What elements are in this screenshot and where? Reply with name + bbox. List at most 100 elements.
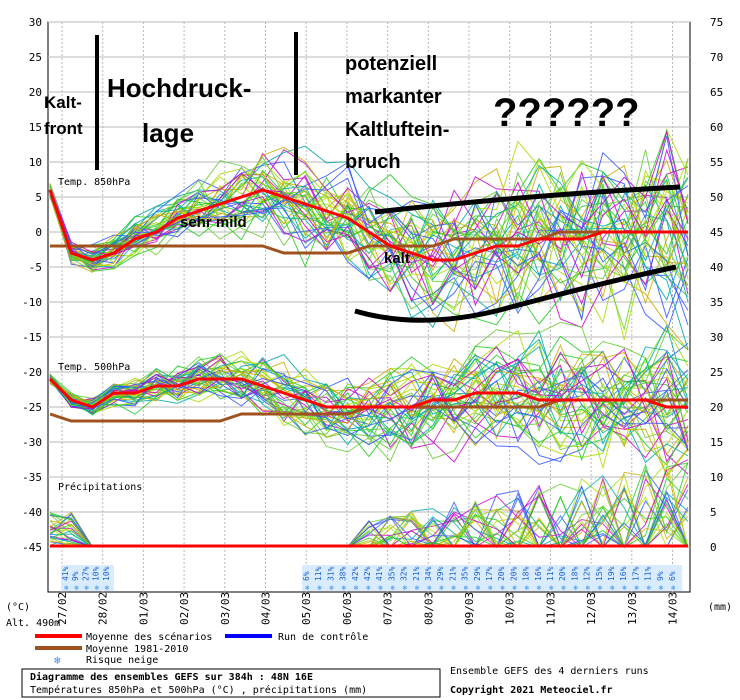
t500-member-line [49, 358, 689, 448]
x-tick-label: 11/03 [544, 592, 557, 625]
snowflake-icon: ❄ [74, 584, 78, 592]
snowflake-icon: ❄ [512, 584, 516, 592]
x-tick-label: 27/02 [56, 592, 69, 625]
t500-member-line [49, 330, 689, 451]
right-tick-label: 20 [710, 401, 723, 414]
t500-member-line [49, 350, 689, 449]
snow-risk-value: 41% [61, 566, 70, 581]
footer-runs: Ensemble GEFS des 4 derniers runs [450, 666, 649, 677]
t500-member-line [49, 345, 689, 430]
snowflake-icon: ❄ [366, 584, 370, 592]
right-tick-label: 60 [710, 121, 723, 134]
right-tick-label: 40 [710, 261, 723, 274]
snowflake-icon: ❄ [105, 584, 109, 592]
x-tick-label: 14/03 [667, 592, 680, 625]
snowflake-icon: ❄ [647, 584, 651, 592]
t500-label: Temp. 500hPa [58, 362, 130, 373]
left-unit-label: (°C) [6, 602, 30, 613]
legend-snow-label: Risque neige [86, 655, 158, 666]
x-tick-label: 03/03 [219, 592, 232, 625]
snowflake-icon: ❄ [634, 584, 638, 592]
snowflake-icon: ❄ [84, 584, 88, 592]
snowflake-icon: ❄ [549, 584, 553, 592]
snowflake-icon: ❄ [378, 584, 382, 592]
snow-risk-value: 21% [448, 566, 457, 581]
left-tick-label: 25 [29, 51, 42, 64]
t500-member-line [49, 351, 689, 453]
left-tick-label: -35 [22, 471, 42, 484]
annotations: Kalt- front Hochdruck- lage potenziell m… [44, 32, 681, 323]
x-tick-label: 02/03 [178, 592, 191, 625]
annotation-potenziell-2: markanter [345, 86, 442, 108]
left-tick-label: 15 [29, 121, 42, 134]
right-tick-label: 10 [710, 471, 723, 484]
snow-risk-value: 35% [387, 566, 396, 581]
t850-member-line [49, 156, 689, 331]
x-axis: 27/02 28/02 01/03 02/03 03/03 04/03 05/03 06/03… [56, 592, 680, 625]
left-tick-label: -5 [29, 261, 42, 274]
left-tick-label: -45 [22, 541, 42, 554]
right-tick-label: 55 [710, 156, 723, 169]
snow-risk-value: 20% [558, 566, 567, 581]
snow-strip-bg [302, 565, 683, 591]
snowflake-icon: ❄ [464, 584, 468, 592]
lower-spread-line [354, 264, 677, 323]
snow-risk-value: 19% [607, 566, 616, 581]
snowflake-icon: ❄ [403, 584, 407, 592]
x-tick-label: 10/03 [504, 592, 517, 625]
legend-mean-label: Moyenne des scénarios [86, 631, 212, 643]
x-tick-label: 08/03 [422, 592, 435, 625]
t850-member-line [49, 175, 689, 324]
snow-risk-value: 17% [485, 566, 494, 581]
x-tick-label: 07/03 [382, 592, 395, 625]
snowflake-icon: ❄ [525, 584, 529, 592]
right-tick-label: 45 [710, 226, 723, 239]
t850-member-line [49, 145, 689, 262]
snow-risk-value: 29% [436, 566, 445, 581]
snow-risk-value: 17% [631, 566, 640, 581]
altitude-label: Alt. 490m [6, 618, 60, 629]
footer-copyright: Copyright 2021 Meteociel.fr [450, 684, 613, 696]
snowflake-icon: ❄ [610, 584, 614, 592]
snowflake-icon: ❄ [659, 584, 663, 592]
snow-risk-value: 21% [412, 566, 421, 581]
t850-member-line [49, 169, 689, 284]
annotation-hochdruck-1: Hochdruck- [107, 73, 251, 103]
legend-climo-label: Moyenne 1981-2010 [86, 644, 188, 655]
snowflake-icon: ❄ [622, 584, 626, 592]
right-tick-label: 15 [710, 436, 723, 449]
left-tick-label: 30 [29, 16, 42, 29]
snow-risk-value: 20% [497, 566, 506, 581]
mean-lines [48, 188, 688, 548]
right-tick-label: 0 [710, 541, 717, 554]
annotation-potenziell-1: potenziell [345, 53, 437, 75]
snowflake-icon: ❄ [537, 584, 541, 592]
snowflake-icon: ❄ [329, 584, 333, 592]
left-tick-label: -10 [22, 296, 42, 309]
snow-risk-value: 35% [461, 566, 470, 581]
right-tick-label: 50 [710, 191, 723, 204]
snow-risk-value: 16% [619, 566, 628, 581]
x-tick-label: 12/03 [585, 592, 598, 625]
annotation-potenziell-3: Kaltluftein- [345, 119, 449, 141]
annotation-question-marks: ?????? [493, 91, 640, 135]
t500-member-line [49, 369, 689, 463]
t850-member-line [49, 183, 689, 326]
annotation-sehr-mild: sehr mild [180, 214, 247, 231]
annotation-kalt: kalt [384, 250, 410, 267]
snowflake-icon: ❄ [305, 584, 309, 592]
snowflake-icon: ❄ [488, 584, 492, 592]
right-tick-label: 5 [710, 506, 717, 519]
x-tick-label: 05/03 [300, 592, 313, 625]
snow-risk-value: 32% [400, 566, 409, 581]
snow-risk-value: 29% [473, 566, 482, 581]
snow-risk-value: 31% [326, 566, 335, 581]
snow-risk-value: 38% [339, 566, 348, 581]
snow-risk-value: 10% [102, 566, 111, 581]
snowflake-icon: ❄ [561, 584, 565, 592]
snow-risk-value: 42% [351, 566, 360, 581]
annotation-potenziell-4: bruch [345, 151, 401, 173]
snow-strip-bg [61, 565, 114, 591]
left-tick-label: 10 [29, 156, 42, 169]
